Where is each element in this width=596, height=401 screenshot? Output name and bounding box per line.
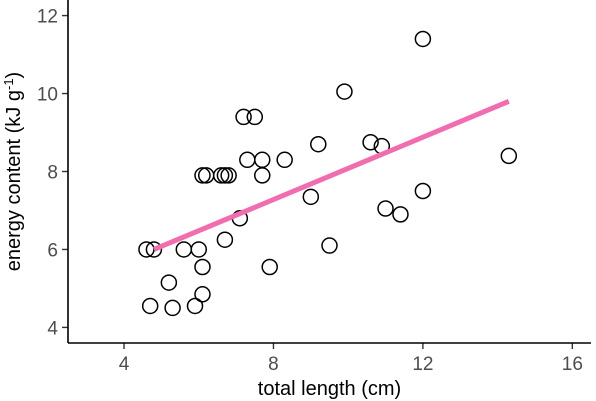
data-point bbox=[254, 167, 271, 184]
x-axis-label: total length (cm) bbox=[258, 378, 401, 400]
y-axis-label-end: ) bbox=[3, 72, 25, 79]
data-point bbox=[220, 167, 237, 184]
data-point bbox=[194, 167, 211, 184]
data-point bbox=[414, 182, 432, 200]
y-axis-ticks: 4 6 8 10 12 bbox=[37, 7, 68, 339]
data-point bbox=[500, 147, 518, 165]
y-tick-label: 6 bbox=[47, 240, 58, 261]
data-point bbox=[190, 241, 207, 258]
trend-line bbox=[152, 99, 510, 252]
data-point bbox=[164, 299, 181, 317]
data-point bbox=[212, 167, 230, 184]
data-point bbox=[336, 83, 353, 100]
data-point bbox=[310, 135, 327, 153]
y-tick-label: 8 bbox=[47, 163, 58, 184]
data-point bbox=[392, 206, 409, 223]
data-point bbox=[276, 151, 293, 169]
y-axis-label-main: energy content (kJ g bbox=[3, 90, 25, 271]
data-point bbox=[216, 167, 234, 184]
x-tick-label: 16 bbox=[562, 354, 583, 375]
data-point bbox=[254, 151, 271, 169]
data-point bbox=[261, 258, 278, 276]
x-tick-label: 12 bbox=[412, 354, 433, 375]
data-point bbox=[302, 188, 320, 206]
data-point bbox=[186, 297, 204, 315]
data-point bbox=[160, 274, 178, 291]
data-point bbox=[235, 108, 252, 126]
data-point bbox=[239, 151, 256, 169]
data-point bbox=[362, 134, 379, 151]
data-point bbox=[216, 231, 234, 248]
x-tick-label: 4 bbox=[119, 354, 130, 375]
data-point bbox=[141, 297, 159, 315]
data-point bbox=[194, 258, 211, 276]
x-axis-ticks: 4 8 12 16 bbox=[119, 343, 583, 375]
data-point bbox=[414, 30, 432, 48]
data-point bbox=[377, 200, 394, 217]
data-points bbox=[138, 30, 518, 317]
data-point bbox=[194, 286, 211, 303]
x-tick-label: 8 bbox=[268, 354, 279, 375]
data-point bbox=[321, 237, 338, 254]
data-point bbox=[246, 108, 264, 126]
y-axis-label: energy content (kJ g-1) bbox=[1, 72, 26, 271]
y-tick-label: 12 bbox=[37, 7, 58, 28]
y-tick-label: 4 bbox=[47, 318, 58, 339]
data-point bbox=[175, 241, 193, 258]
y-axis-label-superscript: -1 bbox=[1, 78, 16, 90]
y-tick-label: 10 bbox=[37, 85, 58, 106]
data-point bbox=[197, 167, 215, 184]
data-point bbox=[145, 241, 163, 258]
